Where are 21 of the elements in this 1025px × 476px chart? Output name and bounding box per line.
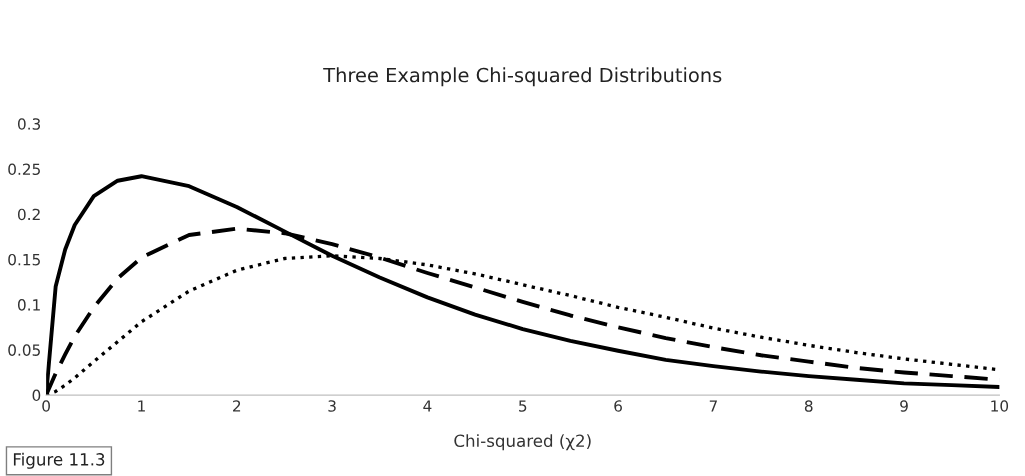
y-tick-label: 0.2 bbox=[17, 208, 40, 221]
x-tick-label: 9 bbox=[900, 400, 908, 412]
y-tick-label: 0.05 bbox=[8, 344, 40, 356]
x-tick-label: 6 bbox=[614, 400, 622, 412]
chart-title: Three Example Chi-squared Distributions bbox=[323, 67, 722, 87]
x-tick-label: 8 bbox=[804, 400, 813, 412]
caption: Figure 11.3 bbox=[13, 452, 105, 469]
x-tick-label: 0 bbox=[42, 400, 50, 412]
y-tick-label: 0.1 bbox=[17, 299, 40, 311]
x-tick-label: 4 bbox=[423, 400, 432, 412]
x-axis-title: Chi-squared (χ2) bbox=[454, 434, 591, 451]
x-tick-label: 3 bbox=[328, 400, 336, 412]
y-tick-label: 0.3 bbox=[17, 118, 41, 130]
y-tick-label: 0.25 bbox=[8, 163, 40, 175]
x-tick-label: 10 bbox=[991, 400, 1009, 412]
x-tick-label: 2 bbox=[233, 400, 241, 412]
y-tick-label: 0 bbox=[32, 389, 41, 402]
x-tick-label: 5 bbox=[519, 400, 527, 412]
x-tick-label: 7 bbox=[709, 400, 717, 412]
y-tick-label: 0.15 bbox=[8, 253, 40, 266]
x-tick-label: 1 bbox=[138, 400, 145, 412]
